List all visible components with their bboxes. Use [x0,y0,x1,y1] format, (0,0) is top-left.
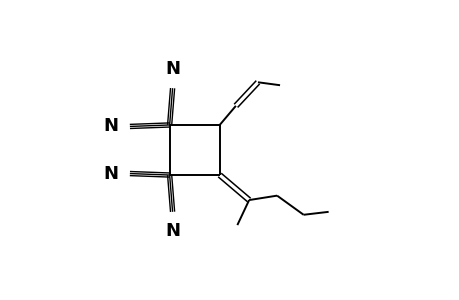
Text: N: N [103,117,118,135]
Text: N: N [103,165,118,183]
Text: N: N [165,60,179,78]
Text: N: N [165,222,179,240]
